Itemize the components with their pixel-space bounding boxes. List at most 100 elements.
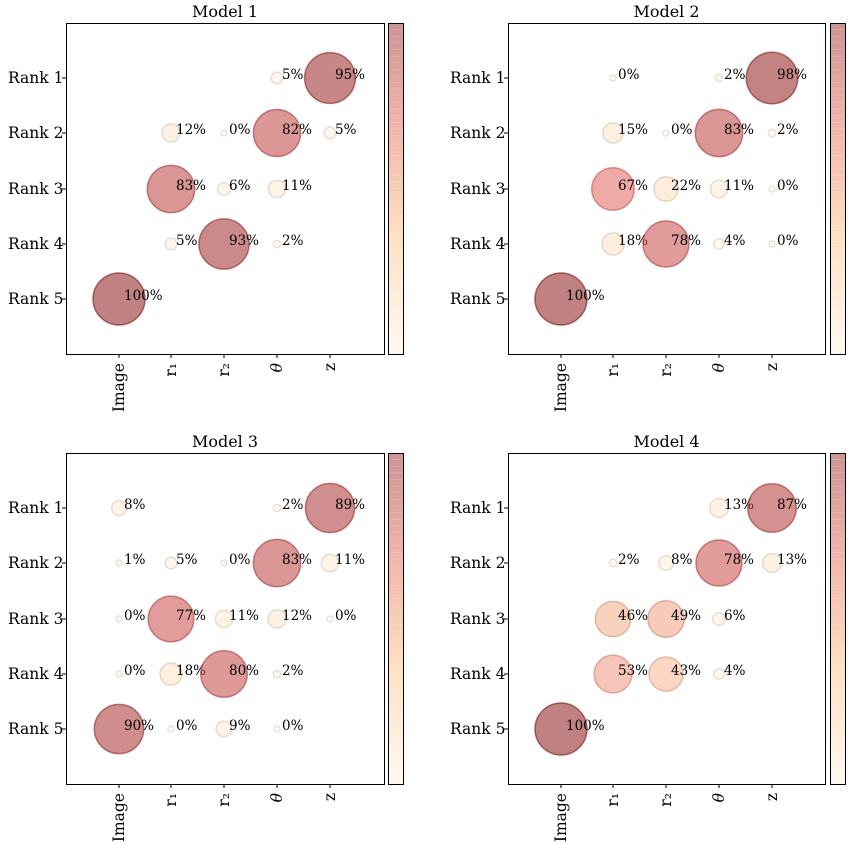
bubble [694,108,744,158]
y-tick-label: Rank 5 [450,720,505,738]
bubble [110,499,128,517]
data-label: 5% [282,67,304,83]
bubble [768,240,776,248]
bubble [164,237,178,251]
data-label: 100% [566,288,605,304]
x-tick-label: z [763,363,781,371]
subplot-4: Model 4 Rank 1 Rank 2 Rank 3 Rank 4 Rank 5 Ima… [450,432,846,842]
subplot-title: Model 1 [192,2,258,21]
x-tick-label: θ [710,792,728,802]
data-label: 0% [777,178,799,194]
bubble [220,129,228,137]
data-label: 83% [176,178,206,194]
bubble [115,559,123,567]
data-label: 2% [282,663,304,679]
bubble [745,51,799,105]
bubble [214,609,234,629]
bubble [768,185,776,193]
y-tick-label: Rank 2 [8,554,63,572]
x-tick-label: r₂ [657,363,675,377]
bubble [304,482,356,534]
data-label: 53% [618,663,648,679]
data-label: 87% [777,497,807,513]
y-tick-label: Rank 5 [450,290,505,308]
data-label: 8% [124,497,146,513]
bubble [601,232,625,256]
data-label: 83% [724,122,754,138]
data-label: 2% [777,122,799,138]
axes-frame [508,453,826,785]
x-tick-label: r₁ [162,363,180,377]
x-tick-label: θ [268,362,286,372]
bubble [272,239,282,249]
data-label: 43% [671,663,701,679]
x-tick-label: Image [552,363,570,412]
y-tick-label: Rank 3 [450,180,505,198]
bubble [252,108,302,158]
data-label: 6% [229,178,251,194]
x-tick-label: r₁ [162,793,180,807]
bubble [709,179,729,199]
data-label: 49% [671,608,701,624]
y-tick-label: Rank 2 [8,124,63,142]
bubble [534,272,588,326]
bubble [270,71,284,85]
y-tick-label: Rank 2 [450,554,505,572]
data-label: 90% [124,718,154,734]
bubble [767,128,777,138]
bubble [267,609,287,629]
y-tick-label: Rank 1 [8,499,63,517]
colorbar-gradient [830,23,846,355]
data-label: 5% [335,122,357,138]
data-label: 2% [618,552,640,568]
subplot-title: Model 3 [192,432,258,451]
colorbar-gradient [830,453,846,785]
colorbar-gradient [388,453,404,785]
data-label: 2% [282,497,304,513]
data-label: 80% [229,663,259,679]
data-label: 0% [671,122,693,138]
colorbar [388,23,404,355]
data-label: 8% [671,552,693,568]
data-label: 11% [335,552,365,568]
data-label: 6% [724,608,746,624]
data-label: 77% [176,608,206,624]
data-label: 0% [124,608,146,624]
bubble [115,615,123,623]
y-tick-label: Rank 4 [450,235,506,253]
x-tick-label: r₁ [604,363,622,377]
data-label: 83% [282,552,312,568]
bubble [695,539,743,587]
bubble [272,503,282,513]
bubble [273,725,281,733]
bubble [713,668,725,680]
x-tick-label: z [763,793,781,801]
bubble [647,600,685,638]
subplot-title: Model 2 [633,2,699,21]
x-tick-label: r₂ [215,793,233,807]
bubble [164,556,178,570]
y-tick-label: Rank 3 [8,610,63,628]
bubble [252,538,302,588]
bubble [662,129,670,137]
data-label: 95% [335,67,365,83]
x-tick-label: r₁ [604,793,622,807]
bubble [714,73,724,83]
data-label: 100% [124,288,163,304]
data-label: 22% [671,178,701,194]
data-label: 46% [618,608,648,624]
data-label: 13% [724,497,754,513]
y-tick-label: Rank 4 [8,665,64,683]
bubble [199,649,249,699]
y-tick-label: Rank 4 [450,665,506,683]
y-tick-label: Rank 5 [8,720,63,738]
bubble [93,703,145,755]
bubble [272,669,282,679]
y-tick-label: Rank 1 [450,69,505,87]
axes-frame [66,23,385,355]
data-label: 15% [618,122,648,138]
bubble [602,122,624,144]
bubble [642,220,690,268]
bubble [648,656,684,692]
data-label: 18% [618,233,648,249]
